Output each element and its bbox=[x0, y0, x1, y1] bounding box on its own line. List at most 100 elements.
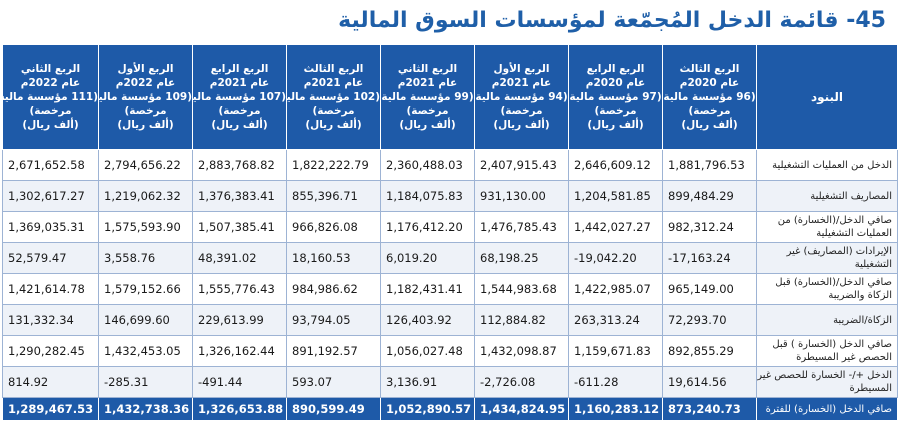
table-cell: 891,192.57 bbox=[286, 335, 381, 367]
table-row: صافي الدخل/(الخسارة) من العمليات التشغيل… bbox=[2, 211, 898, 243]
page-title: 45- قائمة الدخل المُجمّعة لمؤسسات السوق … bbox=[338, 8, 886, 33]
table-cell: 892,855.29 bbox=[662, 335, 757, 367]
table-cell: 1,159,671.83 bbox=[568, 335, 663, 367]
total-row: صافي الدخل (الخسارة) للفترة 873,240.73 1,… bbox=[2, 397, 898, 421]
table-cell: 1,432,453.05 bbox=[98, 335, 193, 367]
table-cell: 3,136.91 bbox=[380, 366, 475, 398]
row-label: صافي الدخل/(الخسارة) قبل الزكاة والضريبة bbox=[756, 273, 898, 305]
column-header-7: الربع الأول عام 2022م (109 مؤسسة مالية مرخص… bbox=[98, 44, 193, 150]
table-cell: 2,794,656.22 bbox=[98, 149, 193, 181]
column-header-6: الربع الرابع عام 2021م (107 مؤسسة مالية مرخ… bbox=[192, 44, 287, 150]
column-header-4: الربع الثاني عام 2021م (99 مؤسسة مالية مرخص… bbox=[380, 44, 475, 150]
table-cell: -491.44 bbox=[192, 366, 287, 398]
table-cell: 593.07 bbox=[286, 366, 381, 398]
column-header-line: (99 مؤسسة مالية bbox=[381, 91, 474, 103]
table-cell: -17,163.24 bbox=[662, 242, 757, 274]
table-cell: 931,130.00 bbox=[474, 180, 569, 212]
column-header-line: (111 مؤسسة مالية bbox=[2, 91, 98, 103]
table-cell: 1,290,282.45 bbox=[2, 335, 99, 367]
column-header-line: مرخصة) bbox=[594, 105, 637, 117]
column-header-line: الربع الأول bbox=[117, 63, 174, 75]
table-cell: 1,421,614.78 bbox=[2, 273, 99, 305]
total-label: صافي الدخل (الخسارة) للفترة bbox=[756, 397, 898, 421]
table-cell: 1,422,985.07 bbox=[568, 273, 663, 305]
table-cell: 2,883,768.82 bbox=[192, 149, 287, 181]
row-label: الإيرادات (المصاريف) غير التشغيلية bbox=[756, 242, 898, 274]
row-label: صافي الدخل/(الخسارة) من العمليات التشغيل… bbox=[756, 211, 898, 243]
column-header-line: (94 مؤسسة مالية bbox=[475, 91, 568, 103]
column-header-line: (ألف ريال) bbox=[305, 119, 362, 131]
table-cell: 1,544,983.68 bbox=[474, 273, 569, 305]
column-header-line: (107 مؤسسة مالية bbox=[192, 91, 286, 103]
column-header-line: (97 مؤسسة مالية bbox=[569, 91, 662, 103]
table-cell: 1,184,075.83 bbox=[380, 180, 475, 212]
column-header-line: مرخصة) bbox=[500, 105, 543, 117]
table-cell: 18,160.53 bbox=[286, 242, 381, 274]
table-cell: -611.28 bbox=[568, 366, 663, 398]
column-header-line: عام 2021م bbox=[303, 77, 364, 89]
column-header-line: (ألف ريال) bbox=[493, 119, 550, 131]
table-cell: 1,575,593.90 bbox=[98, 211, 193, 243]
column-header-line: عام 2021م bbox=[397, 77, 458, 89]
column-header-line: الربع الثالث bbox=[679, 63, 740, 75]
row-label: الزكاة/الضريبة bbox=[756, 304, 898, 336]
table-cell: 112,884.82 bbox=[474, 304, 569, 336]
column-header-line: (109 مؤسسة مالية bbox=[98, 91, 192, 103]
table-cell: 1,056,027.48 bbox=[380, 335, 475, 367]
table-cell: 2,407,915.43 bbox=[474, 149, 569, 181]
table-cell: 19,614.56 bbox=[662, 366, 757, 398]
table-cell: -285.31 bbox=[98, 366, 193, 398]
column-header-line: (ألف ريال) bbox=[681, 119, 738, 131]
column-header-line: (96 مؤسسة مالية bbox=[663, 91, 756, 103]
column-header-3: الربع الأول عام 2021م (94 مؤسسة مالية مرخصة… bbox=[474, 44, 569, 150]
column-header-line: مرخصة) bbox=[688, 105, 731, 117]
table-cell: 855,396.71 bbox=[286, 180, 381, 212]
table-cell: 229,613.99 bbox=[192, 304, 287, 336]
column-header-line: الربع الثاني bbox=[20, 63, 81, 75]
column-header-line: عام 2020م bbox=[585, 77, 646, 89]
table-cell: 1,369,035.31 bbox=[2, 211, 99, 243]
column-header-line: (ألف ريال) bbox=[117, 119, 174, 131]
table-cell: 48,391.02 bbox=[192, 242, 287, 274]
row-label: المصاريف التشغيلية bbox=[756, 180, 898, 212]
table-row: الإيرادات (المصاريف) غير التشغيلية -17,16… bbox=[2, 242, 898, 274]
table-cell: 1,579,152.66 bbox=[98, 273, 193, 305]
table-cell: 2,671,652.58 bbox=[2, 149, 99, 181]
column-header-line: مرخصة) bbox=[29, 105, 72, 117]
table-cell: 1,476,785.43 bbox=[474, 211, 569, 243]
total-cell: 890,599.49 bbox=[286, 397, 381, 421]
table-cell: 1,219,062.32 bbox=[98, 180, 193, 212]
column-header-line: الربع الثاني bbox=[397, 63, 458, 75]
table-cell: 146,699.60 bbox=[98, 304, 193, 336]
column-header-line: عام 2021م bbox=[209, 77, 270, 89]
table-cell: 1,204,581.85 bbox=[568, 180, 663, 212]
table-cell: 814.92 bbox=[2, 366, 99, 398]
column-header-5: الربع الثالث عام 2021م (102 مؤسسة مالية مرخ… bbox=[286, 44, 381, 150]
column-header-line: (ألف ريال) bbox=[587, 119, 644, 131]
table-cell: 52,579.47 bbox=[2, 242, 99, 274]
table-cell: 984,986.62 bbox=[286, 273, 381, 305]
table-cell: 1,376,383.41 bbox=[192, 180, 287, 212]
table-cell: 1,507,385.41 bbox=[192, 211, 287, 243]
header-row: البنود الربع الثالث عام 2020م (96 مؤسسة ما… bbox=[2, 44, 898, 150]
column-header-2: الربع الرابع عام 2020م (97 مؤسسة مالية مرخص… bbox=[568, 44, 663, 150]
row-label: الدخل +/- الخسارة للحصص غير المسيطرة bbox=[756, 366, 898, 398]
column-header-line: عام 2021م bbox=[491, 77, 552, 89]
table-cell: 126,403.92 bbox=[380, 304, 475, 336]
table-row: الزكاة/الضريبة 72,293.70 263,313.24 112,884… bbox=[2, 304, 898, 336]
table-cell: 1,555,776.43 bbox=[192, 273, 287, 305]
table-cell: 965,149.00 bbox=[662, 273, 757, 305]
column-header-line: (102 مؤسسة مالية bbox=[286, 91, 380, 103]
total-cell: 1,326,653.88 bbox=[192, 397, 287, 421]
table-cell: 131,332.34 bbox=[2, 304, 99, 336]
column-header-line: الربع الرابع bbox=[210, 63, 269, 75]
column-header-line: مرخصة) bbox=[312, 105, 355, 117]
column-header-line: الربع الأول bbox=[493, 63, 550, 75]
table-header: البنود الربع الثالث عام 2020م (96 مؤسسة ما… bbox=[2, 44, 898, 150]
table-cell: 3,558.76 bbox=[98, 242, 193, 274]
total-cell: 1,432,738.36 bbox=[98, 397, 193, 421]
column-header-line: عام 2020م bbox=[679, 77, 740, 89]
column-header-8: الربع الثاني عام 2022م (111 مؤسسة مالية مرخ… bbox=[2, 44, 99, 150]
table-cell: 2,646,609.12 bbox=[568, 149, 663, 181]
table-cell: 1,326,162.44 bbox=[192, 335, 287, 367]
